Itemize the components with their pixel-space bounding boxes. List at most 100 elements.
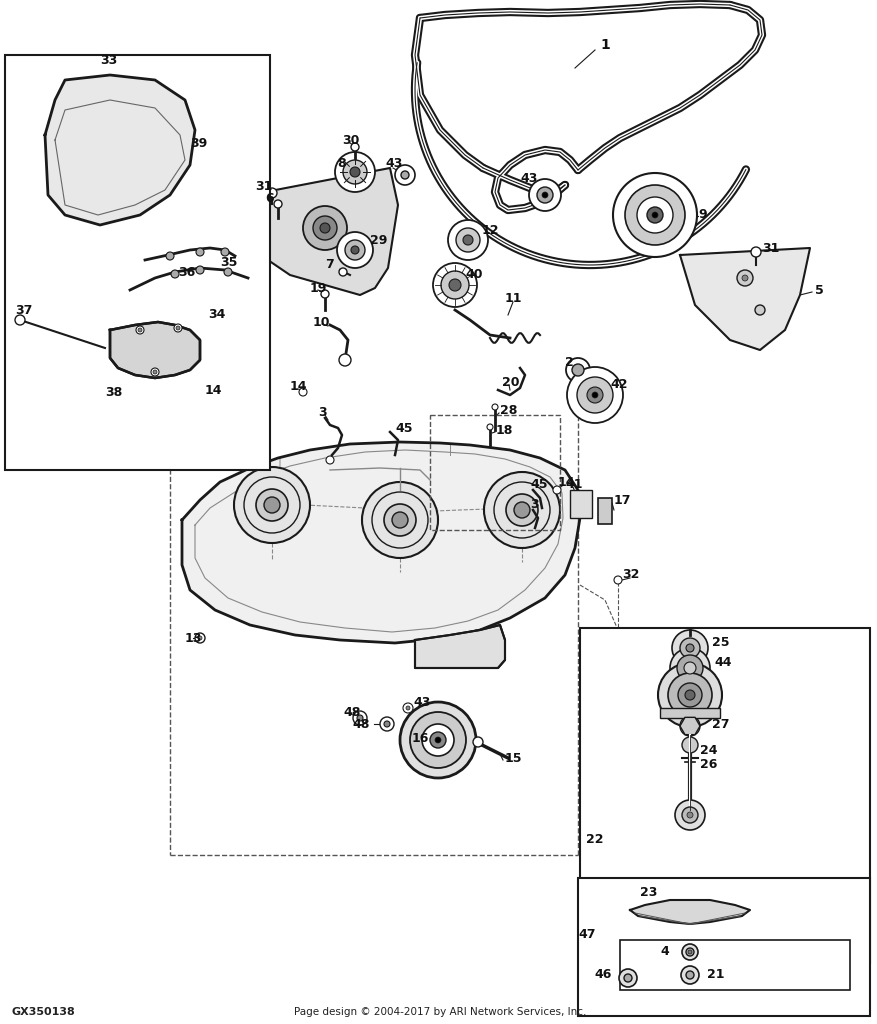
Circle shape bbox=[198, 636, 202, 640]
Circle shape bbox=[671, 630, 707, 666]
Text: 18: 18 bbox=[496, 424, 513, 436]
Circle shape bbox=[448, 279, 460, 291]
Circle shape bbox=[325, 456, 333, 464]
Text: 24: 24 bbox=[699, 743, 717, 757]
Text: 33: 33 bbox=[100, 53, 118, 67]
Circle shape bbox=[343, 160, 367, 184]
Circle shape bbox=[174, 324, 182, 332]
Circle shape bbox=[473, 737, 482, 746]
Polygon shape bbox=[110, 322, 200, 378]
Circle shape bbox=[681, 966, 698, 984]
Polygon shape bbox=[265, 168, 397, 295]
Circle shape bbox=[637, 197, 673, 233]
Circle shape bbox=[319, 223, 330, 233]
Circle shape bbox=[684, 690, 695, 700]
Circle shape bbox=[339, 354, 351, 366]
Circle shape bbox=[351, 246, 359, 254]
Circle shape bbox=[685, 971, 693, 979]
Text: 45: 45 bbox=[530, 477, 547, 490]
Text: 19: 19 bbox=[310, 282, 327, 295]
Circle shape bbox=[312, 216, 337, 240]
Text: 16: 16 bbox=[411, 731, 429, 744]
Circle shape bbox=[455, 228, 480, 252]
Text: 43: 43 bbox=[412, 696, 430, 710]
Text: 31: 31 bbox=[254, 179, 272, 193]
Circle shape bbox=[657, 663, 721, 727]
Circle shape bbox=[750, 247, 760, 257]
Circle shape bbox=[679, 638, 699, 658]
Text: 17: 17 bbox=[613, 494, 631, 507]
Circle shape bbox=[166, 252, 174, 260]
Circle shape bbox=[357, 715, 362, 721]
Text: 42: 42 bbox=[610, 379, 627, 391]
Circle shape bbox=[681, 807, 697, 823]
Bar bbox=[580, 628, 869, 963]
Circle shape bbox=[339, 268, 346, 276]
Bar bbox=[597, 498, 611, 524]
Circle shape bbox=[391, 512, 408, 528]
Text: 41: 41 bbox=[565, 477, 581, 490]
Circle shape bbox=[15, 315, 25, 325]
Circle shape bbox=[224, 268, 232, 276]
Text: 9: 9 bbox=[697, 208, 706, 220]
Circle shape bbox=[541, 193, 547, 198]
Circle shape bbox=[681, 737, 697, 753]
Text: 11: 11 bbox=[504, 292, 522, 304]
Circle shape bbox=[422, 724, 453, 756]
Text: 1: 1 bbox=[599, 38, 609, 52]
Circle shape bbox=[395, 165, 415, 185]
Circle shape bbox=[576, 377, 612, 413]
Circle shape bbox=[434, 737, 440, 743]
Circle shape bbox=[529, 179, 560, 211]
Circle shape bbox=[350, 167, 360, 177]
Circle shape bbox=[171, 270, 179, 278]
Text: 44: 44 bbox=[713, 656, 731, 670]
Text: 31: 31 bbox=[761, 242, 779, 255]
Text: 48: 48 bbox=[343, 706, 360, 719]
Circle shape bbox=[462, 234, 473, 245]
Circle shape bbox=[679, 716, 699, 736]
Circle shape bbox=[676, 655, 702, 681]
Circle shape bbox=[686, 812, 692, 818]
Text: 28: 28 bbox=[499, 403, 517, 417]
Circle shape bbox=[667, 673, 711, 717]
Circle shape bbox=[754, 305, 764, 315]
Text: 22: 22 bbox=[585, 834, 602, 847]
Text: 15: 15 bbox=[504, 752, 522, 765]
Circle shape bbox=[175, 326, 180, 330]
Circle shape bbox=[483, 472, 560, 548]
Text: 14: 14 bbox=[558, 476, 574, 489]
Text: 5: 5 bbox=[814, 284, 823, 297]
Polygon shape bbox=[679, 248, 809, 350]
Text: 20: 20 bbox=[502, 377, 519, 389]
Circle shape bbox=[741, 275, 747, 281]
Circle shape bbox=[685, 644, 693, 652]
Circle shape bbox=[400, 702, 475, 778]
Polygon shape bbox=[45, 75, 195, 225]
Circle shape bbox=[537, 187, 553, 203]
Circle shape bbox=[195, 633, 204, 643]
Text: 26: 26 bbox=[699, 759, 717, 771]
Polygon shape bbox=[415, 625, 504, 668]
Text: 10: 10 bbox=[312, 315, 330, 329]
Text: 12: 12 bbox=[481, 223, 499, 237]
Circle shape bbox=[410, 712, 466, 768]
Circle shape bbox=[136, 326, 144, 334]
Circle shape bbox=[353, 711, 367, 725]
Text: GX350138: GX350138 bbox=[12, 1007, 75, 1017]
Circle shape bbox=[566, 358, 589, 382]
Text: 25: 25 bbox=[711, 637, 729, 649]
Text: 6: 6 bbox=[265, 191, 274, 205]
Circle shape bbox=[447, 220, 488, 260]
Circle shape bbox=[618, 969, 637, 987]
Text: ARI: ARI bbox=[310, 510, 469, 591]
Circle shape bbox=[681, 944, 697, 959]
Circle shape bbox=[685, 948, 693, 956]
Circle shape bbox=[383, 504, 416, 536]
Circle shape bbox=[138, 328, 142, 332]
Text: 4: 4 bbox=[660, 945, 668, 958]
Circle shape bbox=[196, 248, 203, 256]
Polygon shape bbox=[630, 900, 749, 924]
Circle shape bbox=[567, 367, 623, 423]
Circle shape bbox=[669, 648, 709, 688]
